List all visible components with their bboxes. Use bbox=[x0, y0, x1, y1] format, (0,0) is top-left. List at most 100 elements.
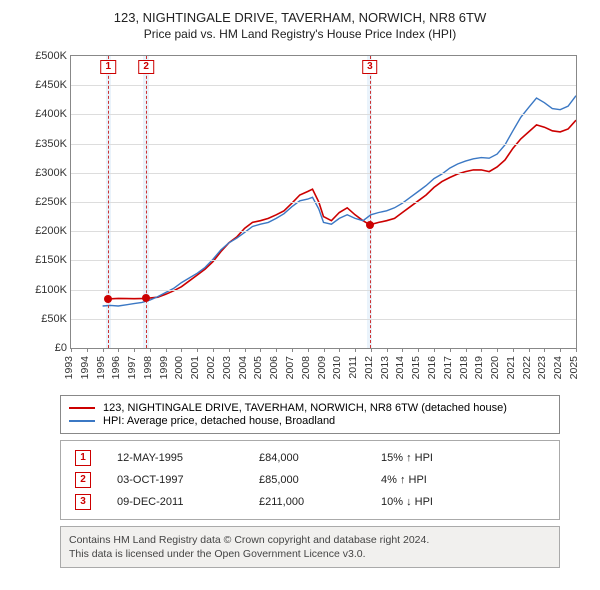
event-price: £211,000 bbox=[253, 491, 375, 513]
xtick-mark bbox=[434, 348, 435, 352]
event-row: 112-MAY-1995£84,00015% ↑ HPI bbox=[69, 447, 551, 469]
xtick-mark bbox=[466, 348, 467, 352]
event-flag: 3 bbox=[75, 494, 91, 510]
xtick-label: 1998 bbox=[142, 356, 154, 379]
ytick-label: £350K bbox=[35, 138, 71, 150]
xtick-label: 2007 bbox=[284, 356, 296, 379]
legend-swatch bbox=[69, 420, 95, 422]
event-date: 03-OCT-1997 bbox=[111, 469, 253, 491]
xtick-label: 2021 bbox=[505, 356, 517, 379]
xtick-label: 1999 bbox=[158, 356, 170, 379]
event-delta: 4% ↑ HPI bbox=[375, 469, 551, 491]
legend-label: HPI: Average price, detached house, Broa… bbox=[103, 415, 335, 427]
events-box: 112-MAY-1995£84,00015% ↑ HPI203-OCT-1997… bbox=[60, 440, 560, 520]
marker-flag: 2 bbox=[138, 60, 154, 74]
ytick-label: £100K bbox=[35, 284, 71, 296]
xtick-mark bbox=[260, 348, 261, 352]
event-price: £85,000 bbox=[253, 469, 375, 491]
xtick-mark bbox=[529, 348, 530, 352]
xtick-mark bbox=[276, 348, 277, 352]
footer-line2: This data is licensed under the Open Gov… bbox=[69, 547, 551, 561]
xtick-mark bbox=[544, 348, 545, 352]
events-table: 112-MAY-1995£84,00015% ↑ HPI203-OCT-1997… bbox=[69, 447, 551, 513]
event-delta: 10% ↓ HPI bbox=[375, 491, 551, 513]
chart-title-block: 123, NIGHTINGALE DRIVE, TAVERHAM, NORWIC… bbox=[10, 10, 590, 41]
xtick-label: 1994 bbox=[79, 356, 91, 379]
xtick-label: 2015 bbox=[410, 356, 422, 379]
xtick-label: 2009 bbox=[316, 356, 328, 379]
xtick-mark bbox=[181, 348, 182, 352]
xtick-mark bbox=[245, 348, 246, 352]
legend-label: 123, NIGHTINGALE DRIVE, TAVERHAM, NORWIC… bbox=[103, 402, 507, 414]
xtick-mark bbox=[292, 348, 293, 352]
event-flag: 1 bbox=[75, 450, 91, 466]
event-delta: 15% ↑ HPI bbox=[375, 447, 551, 469]
xtick-mark bbox=[229, 348, 230, 352]
xtick-label: 2023 bbox=[536, 356, 548, 379]
xtick-label: 2010 bbox=[331, 356, 343, 379]
xtick-label: 2008 bbox=[300, 356, 312, 379]
xtick-mark bbox=[513, 348, 514, 352]
xtick-mark bbox=[134, 348, 135, 352]
xtick-mark bbox=[308, 348, 309, 352]
footer-line1: Contains HM Land Registry data © Crown c… bbox=[69, 533, 551, 547]
xtick-label: 2013 bbox=[379, 356, 391, 379]
event-date: 12-MAY-1995 bbox=[111, 447, 253, 469]
xtick-mark bbox=[213, 348, 214, 352]
xtick-mark bbox=[402, 348, 403, 352]
ytick-label: £0 bbox=[55, 342, 71, 354]
xtick-label: 2003 bbox=[221, 356, 233, 379]
xtick-mark bbox=[450, 348, 451, 352]
marker-dot bbox=[142, 294, 150, 302]
title-line1: 123, NIGHTINGALE DRIVE, TAVERHAM, NORWIC… bbox=[10, 10, 590, 25]
xtick-mark bbox=[103, 348, 104, 352]
event-row: 309-DEC-2011£211,00010% ↓ HPI bbox=[69, 491, 551, 513]
xtick-mark bbox=[576, 348, 577, 352]
xtick-mark bbox=[481, 348, 482, 352]
xtick-label: 2018 bbox=[458, 356, 470, 379]
event-flag: 2 bbox=[75, 472, 91, 488]
ytick-label: £150K bbox=[35, 254, 71, 266]
marker-dot bbox=[366, 221, 374, 229]
xtick-label: 2016 bbox=[426, 356, 438, 379]
xtick-mark bbox=[387, 348, 388, 352]
marker-vline bbox=[108, 56, 109, 348]
xtick-mark bbox=[150, 348, 151, 352]
xtick-label: 2024 bbox=[552, 356, 564, 379]
ytick-label: £400K bbox=[35, 108, 71, 120]
ytick-label: £500K bbox=[35, 50, 71, 62]
legend-row: HPI: Average price, detached house, Broa… bbox=[69, 415, 551, 427]
xtick-label: 1993 bbox=[63, 356, 75, 379]
plot-area: £0£50K£100K£150K£200K£250K£300K£350K£400… bbox=[70, 55, 577, 349]
xtick-mark bbox=[418, 348, 419, 352]
xtick-label: 2022 bbox=[521, 356, 533, 379]
xtick-label: 2012 bbox=[363, 356, 375, 379]
xtick-mark bbox=[87, 348, 88, 352]
xtick-label: 2000 bbox=[173, 356, 185, 379]
marker-dot bbox=[104, 295, 112, 303]
xtick-label: 2005 bbox=[252, 356, 264, 379]
ytick-label: £450K bbox=[35, 79, 71, 91]
xtick-label: 2014 bbox=[394, 356, 406, 379]
footer-box: Contains HM Land Registry data © Crown c… bbox=[60, 526, 560, 568]
xtick-label: 2001 bbox=[189, 356, 201, 379]
xtick-mark bbox=[166, 348, 167, 352]
xtick-label: 2025 bbox=[568, 356, 580, 379]
xtick-mark bbox=[371, 348, 372, 352]
xtick-label: 1997 bbox=[126, 356, 138, 379]
legend-row: 123, NIGHTINGALE DRIVE, TAVERHAM, NORWIC… bbox=[69, 402, 551, 414]
xtick-mark bbox=[197, 348, 198, 352]
xtick-label: 2004 bbox=[237, 356, 249, 379]
marker-vline bbox=[146, 56, 147, 348]
xtick-label: 1996 bbox=[110, 356, 122, 379]
ytick-label: £300K bbox=[35, 167, 71, 179]
xtick-label: 2002 bbox=[205, 356, 217, 379]
ytick-label: £200K bbox=[35, 225, 71, 237]
xtick-label: 2020 bbox=[489, 356, 501, 379]
xtick-mark bbox=[560, 348, 561, 352]
legend-swatch bbox=[69, 407, 95, 409]
series-price_paid bbox=[108, 120, 576, 299]
xtick-mark bbox=[339, 348, 340, 352]
legend-box: 123, NIGHTINGALE DRIVE, TAVERHAM, NORWIC… bbox=[60, 395, 560, 434]
xtick-mark bbox=[324, 348, 325, 352]
